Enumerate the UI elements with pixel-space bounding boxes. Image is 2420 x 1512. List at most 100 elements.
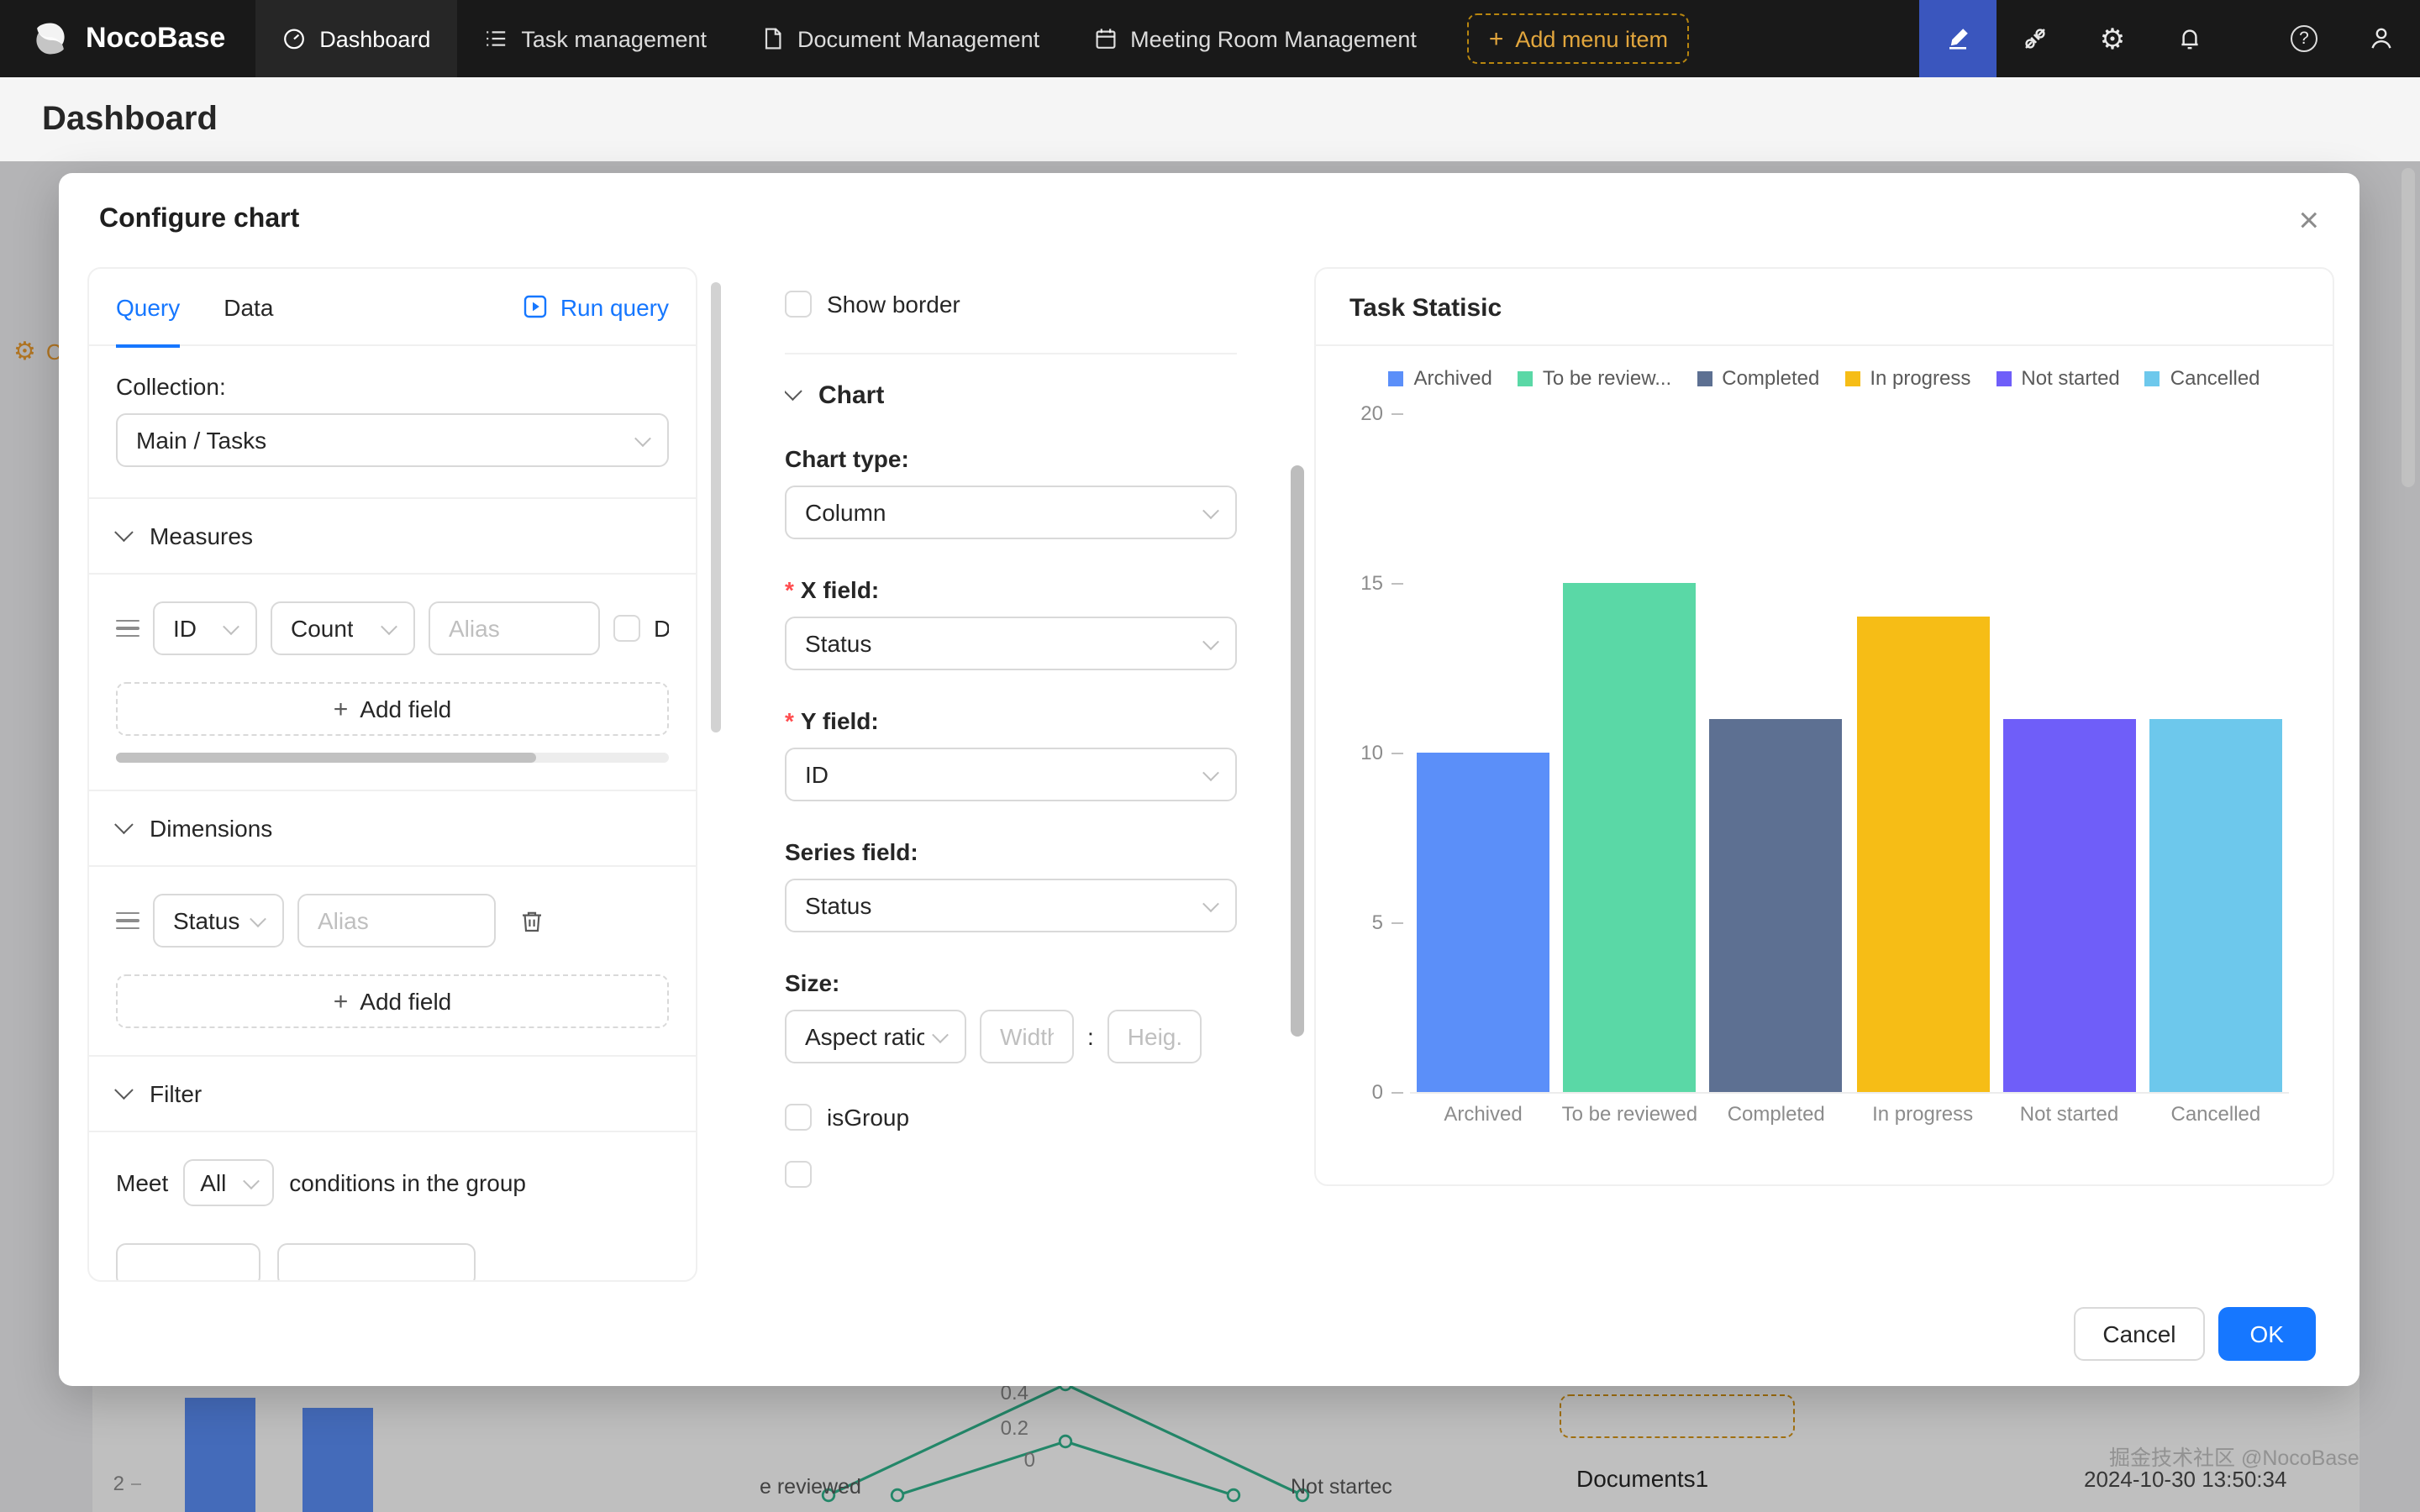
y-axis-tick: 10 (1360, 741, 1403, 764)
required-mark: * (785, 576, 794, 603)
nav-item-task-management[interactable]: Task management (457, 0, 734, 77)
api-button[interactable] (1996, 0, 2074, 77)
horizontal-scrollbar[interactable] (116, 753, 669, 763)
cancel-button[interactable]: Cancel (2074, 1307, 2205, 1361)
meet-label: Meet (116, 1169, 169, 1196)
notifications-button[interactable] (2151, 0, 2228, 77)
nav-item-meeting-room-management[interactable]: Meeting Room Management (1066, 0, 1444, 77)
add-menu-item-button[interactable]: + Add menu item (1466, 13, 1690, 64)
aspect-ratio-value: Aspect ratio (805, 1023, 924, 1050)
aspect-ratio-select[interactable]: Aspect ratio (785, 1010, 966, 1063)
legend-label: Cancelled (2170, 366, 2260, 390)
distinct-checkbox[interactable] (613, 615, 640, 642)
bar-completed (1709, 718, 1843, 1092)
nav-item-dashboard[interactable]: Dashboard (255, 0, 458, 77)
dimension-alias-input[interactable] (297, 894, 496, 948)
size-label: Size: (785, 969, 840, 996)
clipped-button[interactable] (116, 1243, 260, 1280)
dimension-row: Status (116, 894, 669, 948)
drag-handle-icon[interactable] (116, 619, 139, 638)
measures-section-header[interactable]: Measures (89, 497, 696, 575)
ok-button[interactable]: OK (2217, 1307, 2316, 1361)
width-input[interactable] (980, 1010, 1074, 1063)
config-panel-scrollbar[interactable] (1291, 465, 1304, 1037)
horizontal-scrollbar-thumb[interactable] (116, 753, 537, 763)
query-builder-panel: Query Data Run query Collection: Main / … (87, 267, 697, 1282)
modal-body: Query Data Run query Collection: Main / … (59, 267, 2360, 1282)
pen-icon (1949, 29, 1968, 50)
bar-column: In progress (1856, 413, 1990, 1136)
left-panel-scrollbar[interactable] (711, 282, 721, 732)
size-row: Aspect ratio : (785, 1010, 1237, 1063)
chevron-down-icon (223, 617, 239, 635)
nocobase-logo[interactable]: NocoBase (0, 18, 255, 59)
dimensions-section-header[interactable]: Dimensions (89, 790, 696, 867)
nav-item-document-management[interactable]: Document Management (734, 0, 1066, 77)
delete-dimension-button[interactable] (519, 908, 544, 933)
aggregation-select[interactable]: Count (271, 601, 415, 655)
add-dimension-field-button[interactable]: + Add field (116, 974, 669, 1028)
series-field-label: Series field: (785, 838, 918, 865)
chevron-down-icon (634, 429, 651, 447)
background-y-axis-label: 2 (97, 1472, 141, 1495)
legend-swatch-icon (1517, 370, 1533, 386)
calendar-icon (1093, 27, 1117, 50)
x-axis-label: Archived (1444, 1102, 1523, 1126)
filter-section-header[interactable]: Filter (89, 1055, 696, 1132)
collection-label: Collection: (116, 373, 226, 400)
page-scrollbar[interactable] (2402, 168, 2415, 487)
drag-handle-icon[interactable] (116, 911, 139, 930)
clipped-button[interactable] (277, 1243, 476, 1280)
nav-actions: ⚙ ? (1919, 0, 2420, 77)
user-menu-button[interactable] (2343, 0, 2420, 77)
chart-plot: Archived To be reviewed Completed In progre… (1360, 402, 2289, 1136)
close-icon[interactable]: × (2298, 201, 2319, 239)
add-measure-field-button[interactable]: + Add field (116, 682, 669, 736)
chevron-down-icon (114, 522, 134, 543)
match-mode-select[interactable]: All (183, 1159, 275, 1206)
show-border-checkbox[interactable] (785, 291, 812, 318)
measure-field-value: ID (173, 615, 197, 642)
legend-swatch-icon (2144, 370, 2160, 386)
measure-alias-input[interactable] (429, 601, 600, 655)
y-field-select[interactable]: ID (785, 748, 1237, 801)
x-field-select[interactable]: Status (785, 617, 1237, 670)
tab-query[interactable]: Query (116, 269, 181, 347)
legend-label: Not started (2021, 366, 2120, 390)
filter-condition-row: Meet All conditions in the group (116, 1159, 669, 1206)
height-input[interactable] (1107, 1010, 1202, 1063)
background-configure-actions-stub (1560, 1394, 1795, 1438)
plus-icon: + (1488, 24, 1504, 53)
background-x-axis-fragment: Not startec (1291, 1475, 1392, 1499)
legend-item[interactable]: Cancelled (2144, 366, 2260, 390)
ui-editor-button[interactable] (1919, 0, 1996, 77)
legend-item[interactable]: Completed (1697, 366, 1819, 390)
add-field-label: Add field (360, 988, 452, 1015)
brand-name: NocoBase (86, 22, 226, 54)
measure-field-select[interactable]: ID (153, 601, 257, 655)
plus-icon: + (333, 987, 349, 1016)
legend-item[interactable]: Archived (1388, 366, 1492, 390)
legend-item[interactable]: Not started (1996, 366, 2120, 390)
chart-legend: Archived To be review... Completed In progr… (1316, 366, 2333, 390)
help-button[interactable]: ? (2265, 0, 2343, 77)
collection-select[interactable]: Main / Tasks (116, 413, 669, 467)
settings-button[interactable]: ⚙ (2074, 0, 2151, 77)
run-query-button[interactable]: Run query (523, 293, 669, 320)
dimension-field-select[interactable]: Status (153, 894, 284, 948)
chart-type-select[interactable]: Column (785, 486, 1237, 539)
tab-data[interactable]: Data (224, 293, 274, 320)
modal-header: Configure chart × (59, 173, 2360, 267)
chart-section-header[interactable]: Chart (785, 354, 1237, 435)
series-field-select[interactable]: Status (785, 879, 1237, 932)
isgroup-checkbox[interactable] (785, 1104, 812, 1131)
legend-label: Completed (1722, 366, 1820, 390)
chart-type-label: Chart type: (785, 445, 909, 472)
top-navigation-bar: NocoBase Dashboard Task management Documen… (0, 0, 2420, 77)
legend-item[interactable]: In progress (1844, 366, 1970, 390)
legend-item[interactable]: To be review... (1517, 366, 1671, 390)
legend-label: Archived (1413, 366, 1492, 390)
page-title: Dashboard (42, 100, 218, 137)
filter-title: Filter (150, 1080, 203, 1107)
clipped-checkbox[interactable] (785, 1161, 812, 1188)
